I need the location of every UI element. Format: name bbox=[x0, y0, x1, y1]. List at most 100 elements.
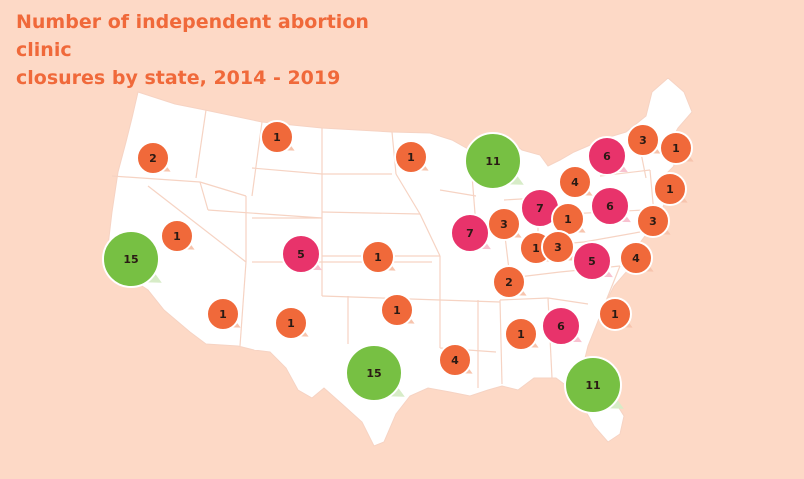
marker-circle bbox=[626, 123, 660, 157]
marker-value-label: 6 bbox=[603, 150, 611, 163]
marker-circle bbox=[160, 219, 194, 253]
state-border-line bbox=[499, 299, 503, 385]
marker-circle bbox=[504, 317, 538, 351]
marker-value-label: 4 bbox=[451, 354, 459, 367]
marker-circle bbox=[206, 297, 240, 331]
marker-value-label: 2 bbox=[505, 276, 513, 289]
marker-value-label: 1 bbox=[672, 142, 680, 155]
closure-marker-arizona: 1 bbox=[206, 297, 241, 331]
marker-value-label: 1 bbox=[287, 317, 295, 330]
marker-value-label: 3 bbox=[554, 241, 562, 254]
marker-value-label: 15 bbox=[123, 253, 138, 266]
marker-value-label: 3 bbox=[649, 215, 657, 228]
closure-marker-washington: 2 bbox=[136, 141, 171, 175]
state-border-line bbox=[199, 181, 247, 197]
marker-value-label: 1 bbox=[393, 304, 401, 317]
marker-value-label: 5 bbox=[297, 248, 305, 261]
marker-circle bbox=[380, 293, 414, 327]
marker-circle bbox=[136, 141, 170, 175]
closure-marker-colorado: 5 bbox=[281, 234, 322, 274]
marker-value-label: 1 bbox=[407, 151, 415, 164]
marker-value-label: 11 bbox=[585, 379, 600, 392]
marker-value-label: 1 bbox=[564, 213, 572, 226]
closure-marker-tennessee: 2 bbox=[492, 265, 527, 299]
state-border-line bbox=[419, 213, 441, 257]
closure-marker-minnesota: 1 bbox=[394, 140, 429, 174]
state-border-line bbox=[499, 297, 549, 301]
closure-marker-nevada: 1 bbox=[160, 219, 195, 253]
state-border-line bbox=[321, 295, 441, 301]
state-border-line bbox=[207, 209, 323, 219]
map-title: Number of independent abortion clinic cl… bbox=[16, 8, 416, 92]
marker-value-label: 5 bbox=[588, 255, 596, 268]
closure-marker-wisconsin: 11 bbox=[464, 132, 524, 190]
state-border-line bbox=[195, 109, 207, 179]
closure-marker-georgia: 6 bbox=[541, 306, 582, 346]
marker-circle bbox=[598, 297, 632, 331]
closure-marker-texas: 15 bbox=[345, 344, 405, 402]
marker-circle bbox=[464, 132, 522, 190]
marker-value-label: 1 bbox=[173, 230, 181, 243]
marker-circle bbox=[541, 306, 581, 346]
marker-circle bbox=[361, 240, 395, 274]
state-border-line bbox=[439, 189, 477, 197]
closure-marker-south-carolina: 1 bbox=[598, 297, 633, 331]
state-border-line bbox=[239, 261, 247, 347]
marker-circle bbox=[653, 172, 687, 206]
state-border-line bbox=[547, 297, 589, 305]
marker-value-label: 1 bbox=[532, 242, 540, 255]
marker-circle bbox=[492, 265, 526, 299]
marker-circle bbox=[450, 213, 490, 253]
state-border-line bbox=[583, 231, 641, 243]
closure-marker-kentucky: 3 bbox=[541, 230, 576, 264]
marker-value-label: 1 bbox=[374, 251, 382, 264]
closure-marker-maine: 1 bbox=[659, 131, 694, 165]
closure-marker-montana: 1 bbox=[260, 120, 295, 154]
title-line-1: Number of independent abortion clinic bbox=[16, 11, 369, 61]
state-border-line bbox=[147, 185, 247, 263]
marker-circle bbox=[564, 356, 622, 414]
state-border-line bbox=[395, 173, 421, 215]
closure-marker-oklahoma: 1 bbox=[380, 293, 415, 327]
marker-circle bbox=[636, 204, 670, 238]
marker-value-label: 1 bbox=[611, 308, 619, 321]
state-border-line bbox=[321, 211, 421, 215]
closure-marker-illinois: 3 bbox=[487, 207, 522, 241]
closure-marker-new-jersey: 3 bbox=[636, 204, 671, 238]
marker-circle bbox=[260, 120, 294, 154]
marker-circle bbox=[274, 306, 308, 340]
marker-circle bbox=[558, 165, 592, 199]
closure-marker-new-mexico: 1 bbox=[274, 306, 309, 340]
state-border-line bbox=[251, 167, 323, 175]
marker-value-label: 1 bbox=[517, 328, 525, 341]
state-border-line bbox=[391, 131, 397, 175]
closure-marker-missouri: 7 bbox=[450, 213, 491, 253]
state-border-line bbox=[111, 175, 201, 183]
closure-marker-kansas: 1 bbox=[361, 240, 396, 274]
marker-value-label: 7 bbox=[466, 227, 474, 240]
closure-marker-virginia: 5 bbox=[572, 241, 613, 281]
closure-marker-alabama: 1 bbox=[504, 317, 539, 351]
marker-circle bbox=[438, 343, 472, 377]
marker-value-label: 4 bbox=[571, 176, 579, 189]
marker-circle bbox=[102, 230, 160, 288]
marker-value-label: 6 bbox=[557, 320, 565, 333]
marker-circle bbox=[659, 131, 693, 165]
marker-value-label: 7 bbox=[536, 202, 544, 215]
marker-circle bbox=[572, 241, 612, 281]
closure-marker-michigan: 4 bbox=[558, 165, 593, 199]
state-border-line bbox=[439, 299, 501, 303]
closure-marker-new-york: 6 bbox=[587, 136, 628, 176]
closure-marker-vermont: 3 bbox=[626, 123, 661, 157]
marker-circle bbox=[619, 241, 653, 275]
marker-circle bbox=[487, 207, 521, 241]
marker-circle bbox=[587, 136, 627, 176]
marker-circle bbox=[281, 234, 321, 274]
closure-marker-west-virginia: 1 bbox=[551, 202, 586, 236]
state-border-line bbox=[199, 181, 209, 211]
marker-value-label: 3 bbox=[639, 134, 647, 147]
title-line-2: closures by state, 2014 - 2019 bbox=[16, 67, 341, 89]
marker-circle bbox=[541, 230, 575, 264]
